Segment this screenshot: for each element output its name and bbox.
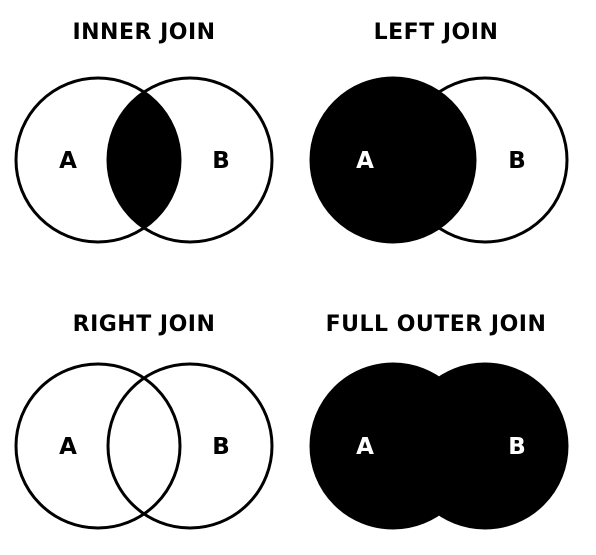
set-b-label: B <box>212 434 230 460</box>
region-intersection <box>108 364 180 528</box>
inner-join-venn: A B <box>14 76 274 244</box>
left-join-venn: A B <box>309 76 569 244</box>
circle-a-outline <box>309 76 477 244</box>
circle-a-outline <box>14 362 182 530</box>
region-a-only <box>15 77 272 243</box>
region-intersection <box>108 78 180 242</box>
right-join-panel: RIGHT JOIN A B <box>0 278 298 555</box>
circle-b-outline <box>401 76 569 244</box>
set-a-label: A <box>356 434 374 460</box>
right-join-venn: A B <box>14 362 274 530</box>
region-intersection <box>403 78 475 242</box>
circle-b-outline <box>106 76 274 244</box>
full-outer-join-panel: FULL OUTER JOIN A B <box>298 278 596 555</box>
panel-title-right-join: RIGHT JOIN <box>72 312 216 337</box>
set-b-label: B <box>508 148 526 174</box>
circle-b-outline <box>401 362 569 530</box>
inner-join-panel: INNER JOIN A B <box>0 0 298 277</box>
set-a-label: A <box>59 148 77 174</box>
panel-title-left-join: LEFT JOIN <box>373 20 499 45</box>
circle-b-outline <box>106 362 274 530</box>
panel-title-inner-join: INNER JOIN <box>72 20 216 45</box>
region-a-only <box>311 363 567 529</box>
full-outer-join-venn: A B <box>309 362 569 530</box>
region-intersection <box>403 364 475 528</box>
region-a-only <box>15 363 272 529</box>
set-b-label: B <box>508 434 526 460</box>
set-a-label: A <box>356 148 374 174</box>
circle-a-outline <box>309 362 477 530</box>
set-b-label: B <box>212 148 230 174</box>
panel-title-full-outer-join: FULL OUTER JOIN <box>325 312 547 337</box>
left-join-panel: LEFT JOIN A B <box>298 0 596 277</box>
region-a-only <box>311 78 475 242</box>
set-a-label: A <box>59 434 77 460</box>
circle-a-outline <box>14 76 182 244</box>
